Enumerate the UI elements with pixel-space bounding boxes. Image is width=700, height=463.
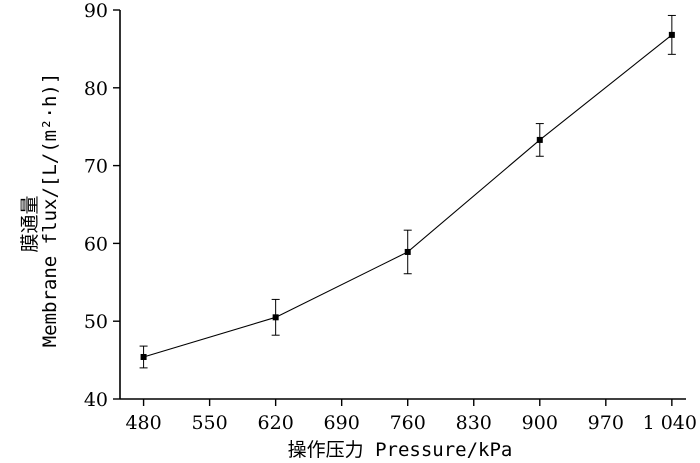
series-group xyxy=(139,14,676,369)
data-point xyxy=(668,31,675,38)
y-tick-label: 80 xyxy=(84,78,108,100)
x-tick-label: 690 xyxy=(324,412,360,434)
x-tick-label: 830 xyxy=(456,412,492,434)
y-tick-label: 90 xyxy=(84,0,108,22)
y-tick-label: 40 xyxy=(84,389,108,411)
y-axis-title-english: Membrane flux/[L/(m²·h)] xyxy=(39,73,61,348)
data-point xyxy=(404,248,411,255)
x-tick-label: 900 xyxy=(522,412,558,434)
x-tick-label: 480 xyxy=(125,412,161,434)
x-axis-ticks: 480 550 620 690 760 830 900 970 1 040 xyxy=(125,399,697,434)
x-tick-label: 550 xyxy=(191,412,227,434)
y-axis-title-chinese: 膜通量 xyxy=(19,195,41,252)
series-line xyxy=(143,34,673,358)
axes xyxy=(119,10,686,400)
data-point xyxy=(140,353,147,360)
y-tick-label: 60 xyxy=(84,233,108,255)
x-tick-label: 970 xyxy=(588,412,624,434)
x-tick-label: 1 040 xyxy=(643,412,697,434)
x-axis-title: 操作压力 Pressure/kPa xyxy=(288,439,513,461)
y-tick-label: 50 xyxy=(84,311,108,333)
data-point xyxy=(536,136,543,143)
x-tick-label: 760 xyxy=(390,412,426,434)
data-point xyxy=(272,314,279,321)
y-tick-label: 70 xyxy=(84,156,108,178)
x-tick-label: 620 xyxy=(258,412,294,434)
y-axis-ticks: 40 50 60 70 80 90 xyxy=(84,0,120,411)
